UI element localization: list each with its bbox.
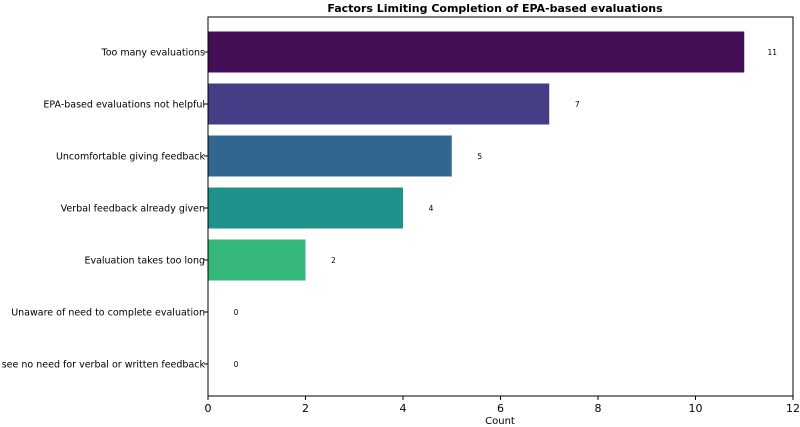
- bar: [208, 31, 745, 73]
- x-tick-label: 8: [595, 402, 602, 415]
- category-label: Unaware of need to complete evaluation: [11, 308, 205, 319]
- bar: [208, 187, 403, 229]
- x-tick-label: 12: [786, 402, 800, 415]
- value-labels-group: 11 7 5 4 2 0 0: [234, 48, 778, 369]
- category-label: EPA-based evaluations not helpful: [43, 100, 205, 111]
- category-label: Evaluation takes too long: [84, 256, 205, 267]
- category-labels-group: Too many evaluations EPA-based evaluation…: [0, 48, 208, 371]
- x-tick-label: 6: [497, 402, 504, 415]
- x-axis-label: Count: [485, 416, 515, 427]
- x-tick-label: 2: [302, 402, 309, 415]
- x-tick-label: 4: [400, 402, 407, 415]
- category-label: Verbal feedback already given: [61, 204, 205, 215]
- value-label: 2: [331, 256, 336, 265]
- bar: [208, 135, 452, 177]
- value-label: 5: [477, 152, 482, 161]
- value-label: 0: [234, 360, 239, 369]
- x-tick-label: 0: [205, 402, 212, 415]
- value-label: 0: [234, 308, 239, 317]
- x-tick-label: 10: [689, 402, 703, 415]
- bar: [208, 83, 550, 125]
- category-label: I see no need for verbal or written feed…: [0, 360, 205, 371]
- chart-title: Factors Limiting Completion of EPA-based…: [327, 2, 663, 15]
- value-label: 7: [575, 100, 580, 109]
- category-label: Uncomfortable giving feedback: [56, 152, 206, 163]
- value-label: 4: [429, 204, 434, 213]
- bars-group: [208, 31, 745, 281]
- value-label: 11: [767, 48, 777, 57]
- x-axis-ticks-group: 0 2 4 6 8 10 12: [205, 396, 800, 415]
- bar: [208, 239, 306, 281]
- category-label: Too many evaluations: [101, 48, 206, 59]
- plot-frame: [207, 16, 794, 397]
